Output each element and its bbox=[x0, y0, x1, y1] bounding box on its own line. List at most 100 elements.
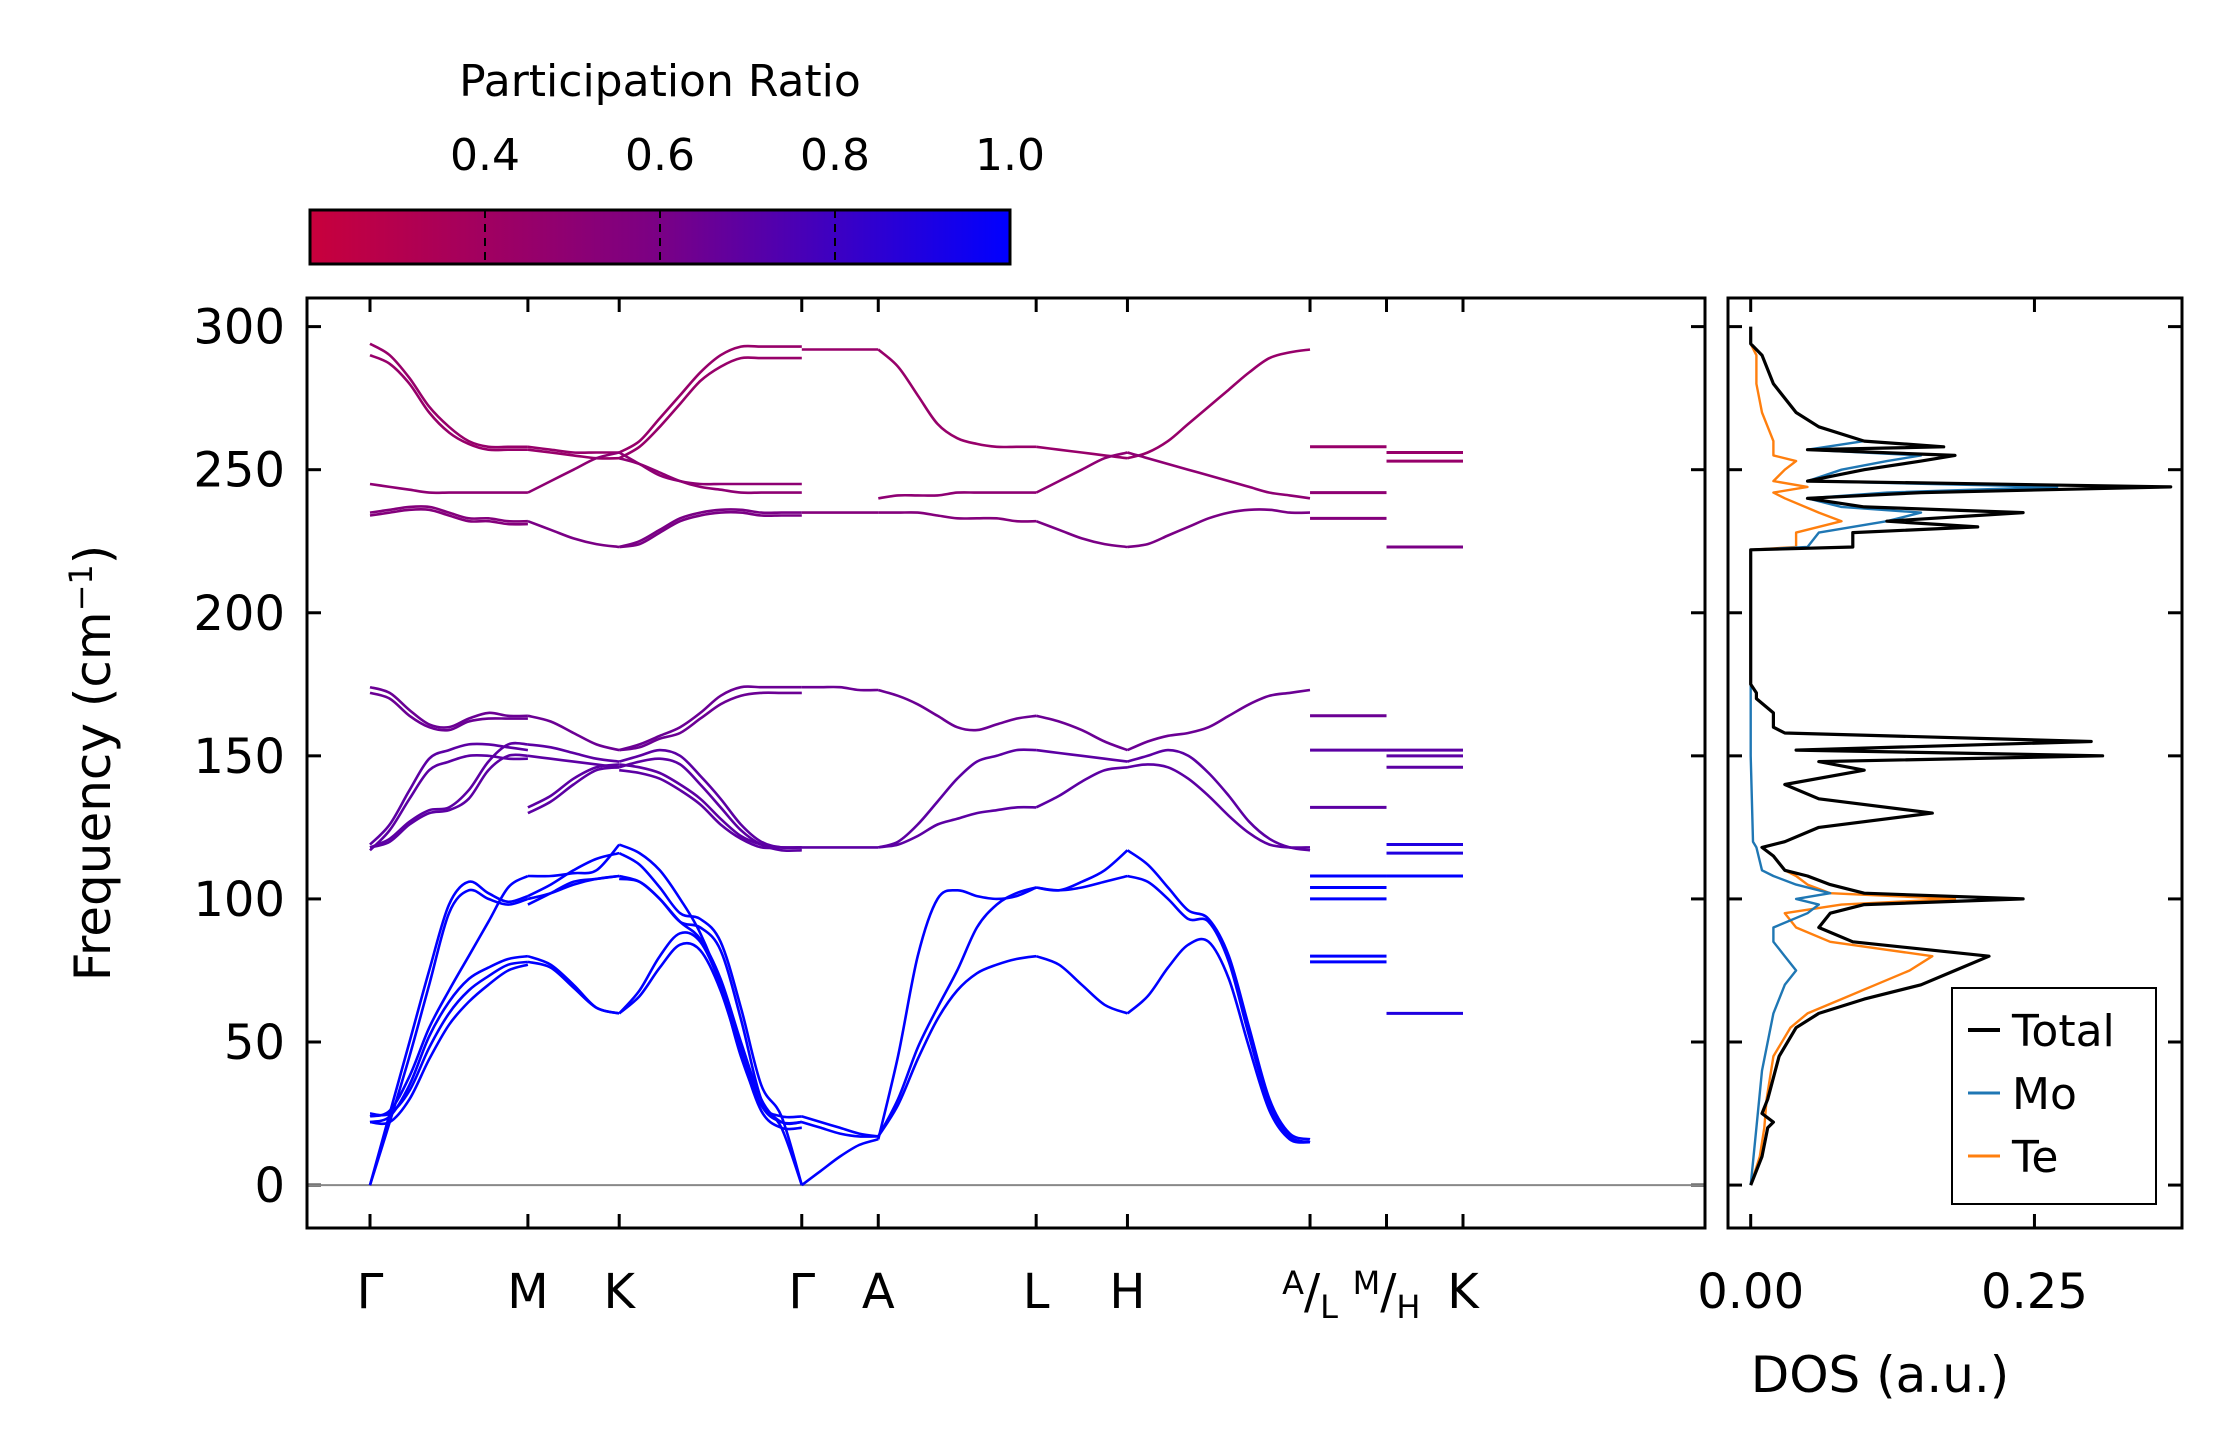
k-point-label: A bbox=[862, 1264, 895, 1320]
phonon-band bbox=[369, 342, 528, 449]
phonon-band bbox=[618, 931, 802, 1125]
phonon-band bbox=[801, 685, 879, 692]
y-axis-label: Frequency (cm−1) bbox=[62, 545, 122, 982]
phonon-band bbox=[527, 445, 620, 455]
phonon-band bbox=[619, 691, 802, 752]
y-tick-label: 300 bbox=[193, 300, 285, 356]
dos-ticks: 0.00 0.25 bbox=[1697, 298, 2182, 1320]
phonon-band bbox=[1036, 748, 1128, 763]
phonon-band bbox=[369, 482, 528, 495]
phonon-band bbox=[619, 510, 802, 549]
dos-lines bbox=[1749, 326, 2173, 1186]
phonon-band bbox=[1035, 766, 1128, 809]
phonon-band bbox=[527, 843, 621, 878]
phonon-band bbox=[527, 766, 620, 815]
colorbar-tick-label: 0.6 bbox=[625, 130, 695, 181]
dos-axes-frame bbox=[1726, 296, 2184, 1230]
phonon-band bbox=[1035, 519, 1128, 549]
phonon-band bbox=[1127, 748, 1311, 852]
dos-x-tick-label: 0.00 bbox=[1697, 1264, 1804, 1320]
phonon-band bbox=[1035, 954, 1128, 1015]
y-tick-label: 50 bbox=[224, 1015, 285, 1071]
phonon-band bbox=[618, 941, 802, 1131]
phonon-band bbox=[527, 451, 620, 494]
k-point-label: K bbox=[603, 1264, 636, 1320]
y-tick-label: 150 bbox=[193, 729, 285, 785]
phonon-band bbox=[619, 768, 802, 850]
colorbar-tick-label: 0.4 bbox=[450, 130, 520, 181]
phonon-band bbox=[527, 743, 620, 763]
colorbar: Participation Ratio 0.4 0.6 0.8 1.0 bbox=[308, 56, 1045, 266]
phonon-band bbox=[527, 851, 620, 898]
phonon-band bbox=[618, 344, 802, 454]
phonon-band bbox=[877, 886, 1037, 1137]
k-point-label: Γ bbox=[357, 1264, 384, 1320]
legend-entries: Total Mo Te bbox=[1968, 1006, 2115, 1183]
phonon-band bbox=[1127, 451, 1311, 500]
y-tick-label: 100 bbox=[193, 872, 285, 928]
phonon-band bbox=[527, 874, 620, 906]
phonon-band bbox=[369, 691, 528, 732]
dos-legend: Total Mo Te bbox=[1951, 987, 2157, 1205]
phonon-band bbox=[527, 960, 620, 1015]
phonon-band bbox=[619, 877, 802, 1126]
k-point-label: H bbox=[1109, 1264, 1145, 1320]
colorbar-ticks: 0.4 0.6 0.8 1.0 bbox=[450, 130, 1045, 264]
phonon-band bbox=[877, 954, 1037, 1138]
phonon-band bbox=[1127, 508, 1311, 549]
k-point-label: A/L bbox=[1282, 1264, 1338, 1326]
phonon-band bbox=[527, 519, 620, 549]
phonon-band bbox=[618, 451, 802, 486]
k-point-label: M bbox=[507, 1264, 548, 1320]
phonon-band bbox=[369, 753, 528, 849]
phonon-band bbox=[1127, 348, 1311, 460]
colorbar-title: Participation Ratio bbox=[459, 56, 861, 107]
phonon-band bbox=[619, 763, 802, 849]
phonon-band bbox=[369, 963, 529, 1126]
dos-x-tick-label: 0.25 bbox=[1981, 1264, 2088, 1320]
phonon-band bbox=[878, 511, 1037, 523]
phonon-band bbox=[877, 348, 1037, 449]
phonon-band bbox=[618, 851, 804, 1186]
phonon-band bbox=[369, 741, 528, 849]
y-tick-label: 200 bbox=[193, 586, 285, 642]
phonon-band bbox=[801, 1115, 879, 1138]
phonon-band bbox=[527, 874, 620, 901]
phonon-band bbox=[618, 508, 802, 549]
phonon-band bbox=[369, 353, 528, 452]
phonon-band bbox=[877, 886, 1037, 1140]
band-x-ticks: Γ M K Γ A L H A/LM/H K bbox=[357, 298, 1480, 1326]
phonon-band bbox=[1126, 688, 1311, 752]
colorbar-tick-label: 0.8 bbox=[800, 130, 870, 181]
phonon-band bbox=[1126, 849, 1311, 1141]
phonon-band bbox=[877, 748, 1037, 849]
phonon-band bbox=[527, 714, 620, 752]
legend-label: Te bbox=[2011, 1132, 2058, 1183]
phonon-band bbox=[369, 960, 529, 1117]
phonon-band bbox=[801, 1120, 879, 1138]
y-tick-label: 0 bbox=[254, 1158, 285, 1214]
phonon-band bbox=[369, 505, 528, 523]
phonon-band bbox=[1126, 937, 1311, 1144]
band-y-ticks: 0 50 100 150 200 250 300 bbox=[193, 300, 1705, 1214]
phonon-band bbox=[1035, 451, 1128, 494]
phonon-band bbox=[618, 456, 802, 495]
phonon-band bbox=[527, 763, 620, 809]
phonon-band bbox=[877, 688, 1037, 732]
phonon-band bbox=[801, 1138, 879, 1187]
k-point-label: Γ bbox=[788, 1264, 815, 1320]
phonon-band bbox=[368, 888, 529, 1186]
phonon-band bbox=[618, 874, 804, 1186]
phonon-band bbox=[1036, 874, 1128, 892]
phonon-band bbox=[1127, 763, 1311, 849]
phonon-band bbox=[527, 448, 620, 460]
band-axes-frame bbox=[305, 296, 1707, 1230]
phonon-band bbox=[369, 507, 528, 526]
phonon-bands bbox=[368, 342, 1463, 1187]
dos-x-axis-label: DOS (a.u.) bbox=[1751, 1346, 2010, 1404]
k-point-label: M/H bbox=[1353, 1264, 1421, 1326]
phonon-band bbox=[369, 742, 529, 846]
colorbar-tick-label: 1.0 bbox=[975, 130, 1045, 181]
